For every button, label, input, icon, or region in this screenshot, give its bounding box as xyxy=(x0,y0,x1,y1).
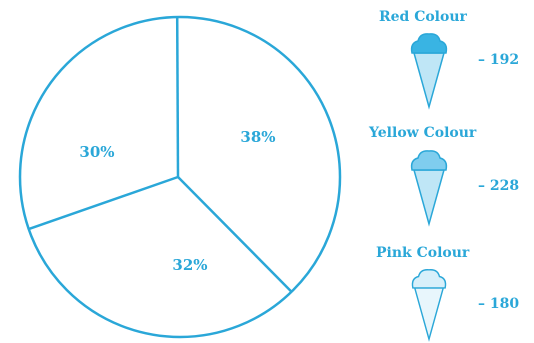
legend: Red Colour – 192 Yellow Colour – 228 Pin… xyxy=(364,0,534,343)
pie-outline xyxy=(20,17,340,337)
legend-title: Red Colour xyxy=(379,9,467,25)
ice-cream-cone-icon xyxy=(408,31,450,111)
slice-label: 32% xyxy=(172,256,207,274)
ice-cream-cone-icon xyxy=(408,267,450,343)
legend-count: – 228 xyxy=(478,178,519,194)
legend-count: – 180 xyxy=(478,296,519,312)
slice-label: 30% xyxy=(79,143,114,161)
slice-label: 38% xyxy=(240,128,275,146)
slice-divider xyxy=(177,17,178,177)
legend-count: – 192 xyxy=(478,52,519,68)
ice-cream-cone-icon xyxy=(408,148,450,228)
slice-divider xyxy=(178,177,292,292)
slice-divider xyxy=(29,177,178,229)
legend-title: Yellow Colour xyxy=(369,125,476,141)
legend-title: Pink Colour xyxy=(376,245,469,261)
